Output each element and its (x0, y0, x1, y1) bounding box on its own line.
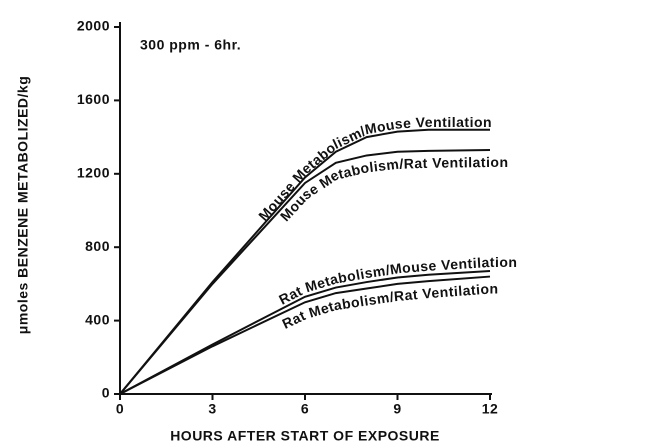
y-axis-label: μmoles BENZENE METABOLIZED/kg (15, 76, 31, 335)
y-tick-label: 800 (85, 238, 110, 254)
annotation: 300 ppm - 6hr. (140, 37, 241, 53)
series-line (119, 148, 491, 395)
x-tick-label: 12 (482, 401, 499, 417)
series-line (119, 128, 490, 395)
series-line (119, 275, 491, 395)
x-tick-label: 3 (208, 401, 216, 417)
y-tick-label: 1600 (77, 91, 110, 107)
x-tick-label: 0 (116, 401, 124, 417)
series-line (119, 270, 491, 395)
x-tick-label: 9 (393, 401, 401, 417)
y-tick-label: 0 (102, 385, 110, 401)
y-tick-label: 2000 (77, 18, 110, 34)
y-tick-label: 400 (85, 311, 110, 327)
y-tick-label: 1200 (77, 165, 110, 181)
x-axis-label: HOURS AFTER START OF EXPOSURE (170, 428, 440, 444)
x-tick-label: 6 (301, 401, 309, 417)
